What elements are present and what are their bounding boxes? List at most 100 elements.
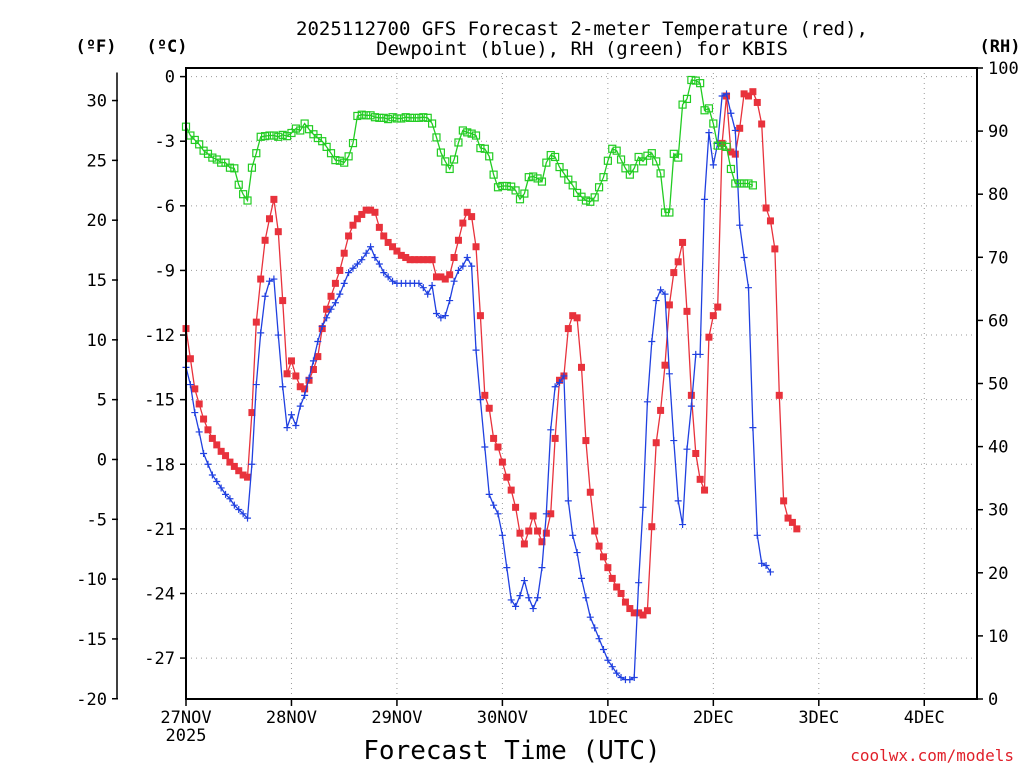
2-meter-temperature-point	[498, 458, 506, 466]
rh-point	[252, 149, 261, 158]
rh-point	[608, 144, 617, 153]
dewpoint-point	[380, 269, 388, 277]
2-meter-temperature-point	[358, 210, 366, 218]
rh-point	[326, 149, 336, 158]
rh-point	[542, 158, 551, 167]
2-meter-temperature-point	[608, 574, 616, 582]
dewpoint-point	[485, 490, 493, 498]
2-meter-temperature-point	[709, 312, 717, 320]
rh-point	[410, 113, 419, 122]
2-meter-temperature-point	[727, 148, 735, 156]
rh-point	[634, 152, 643, 162]
2-meter-temperature-point	[683, 307, 691, 315]
rh-point	[239, 190, 248, 199]
fahrenheit-tick-label: -10	[76, 570, 107, 590]
rh-point	[555, 162, 564, 172]
dewpoint-point	[265, 277, 273, 285]
celsius-tick-label: -12	[144, 326, 175, 346]
dewpoint-point	[371, 254, 379, 262]
rh-point	[401, 113, 410, 122]
2-meter-temperature-point	[235, 467, 243, 475]
fahrenheit-tick-label: -20	[76, 690, 107, 710]
2-meter-temperature-point	[657, 406, 665, 414]
rh-point	[217, 158, 226, 167]
rh-point	[498, 181, 507, 191]
2-meter-temperature-point	[406, 256, 414, 264]
rh-point	[652, 157, 661, 166]
2-meter-temperature-point	[626, 605, 634, 613]
rh-point	[414, 113, 424, 122]
dewpoint-point	[419, 284, 427, 292]
dewpoint-point	[296, 402, 304, 410]
rh-point	[247, 163, 257, 172]
rh-point	[665, 208, 674, 217]
rh-point	[590, 193, 599, 202]
dewpoint-point	[336, 290, 344, 298]
fahrenheit-unit-label: (ºF)	[76, 37, 117, 57]
dewpoint-point	[626, 676, 634, 684]
dewpoint-point	[327, 305, 335, 313]
2-meter-temperature-point	[613, 583, 621, 591]
rh-point	[432, 133, 441, 142]
2-meter-temperature-point	[446, 271, 454, 279]
2-meter-temperature-point	[309, 366, 317, 374]
fahrenheit-tick-label: 15	[87, 271, 107, 291]
2-meter-temperature-point	[740, 90, 748, 98]
rh-point	[502, 181, 511, 191]
rh-point	[436, 148, 445, 157]
dewpoint-point	[305, 374, 313, 382]
dewpoint-point	[257, 329, 265, 337]
2-meter-temperature-point	[652, 439, 660, 447]
rh-point	[366, 111, 375, 120]
2-meter-temperature-point	[287, 357, 295, 365]
celsius-tick-label: -3	[155, 132, 175, 152]
rh-point	[340, 158, 349, 167]
2-meter-temperature-point	[437, 273, 445, 281]
2-meter-temperature-point	[468, 213, 476, 221]
dewpoint-point	[472, 346, 480, 354]
2-meter-temperature-point	[292, 372, 300, 380]
2-meter-temperature-point	[226, 458, 234, 466]
fahrenheit-tick-label: 30	[87, 92, 107, 112]
dewpoint-point	[687, 402, 695, 410]
rh-point	[388, 113, 397, 122]
data-series	[181, 75, 801, 684]
dewpoint-point	[564, 497, 572, 505]
rh-tick-label: 0	[988, 690, 998, 710]
dewpoint-point	[766, 568, 774, 576]
2-meter-temperature-point	[665, 301, 673, 309]
rh-tick-label: 90	[988, 122, 1008, 142]
dewpoint-point	[560, 372, 568, 380]
dewpoint-point	[459, 262, 467, 270]
dewpoint-point	[481, 443, 489, 451]
dewpoint-point	[345, 269, 353, 277]
2-meter-temperature-point	[635, 609, 643, 617]
2-meter-temperature-point	[714, 303, 722, 311]
2-meter-temperature-point	[340, 249, 348, 257]
dewpoint-point	[586, 613, 594, 621]
rh-point	[291, 124, 300, 133]
rh-point	[269, 131, 278, 140]
2-meter-temperature-point	[472, 243, 480, 251]
rh-point	[335, 156, 344, 165]
dewpoint-point	[446, 297, 454, 305]
2-meter-temperature-point	[639, 611, 647, 619]
2-meter-temperature-point	[230, 462, 238, 470]
2-meter-temperature-point	[419, 256, 427, 264]
rh-point	[511, 186, 520, 195]
dewpoint-point	[648, 338, 656, 346]
2-meter-temperature-point	[542, 529, 550, 537]
2-meter-temperature-point	[643, 607, 651, 615]
dewpoint-point	[731, 126, 739, 134]
dewpoint-point	[709, 161, 717, 169]
celsius-tick-label: -15	[144, 391, 175, 411]
dewpoint-point	[292, 421, 300, 429]
2-meter-temperature-point	[749, 88, 757, 96]
rh-point	[278, 130, 287, 139]
dewpoint-point	[683, 445, 691, 453]
rh-point	[594, 183, 604, 192]
2-meter-temperature-point	[375, 223, 383, 231]
2-meter-temperature-point	[397, 251, 405, 259]
rh-point	[458, 126, 467, 135]
rh-point	[647, 149, 656, 158]
